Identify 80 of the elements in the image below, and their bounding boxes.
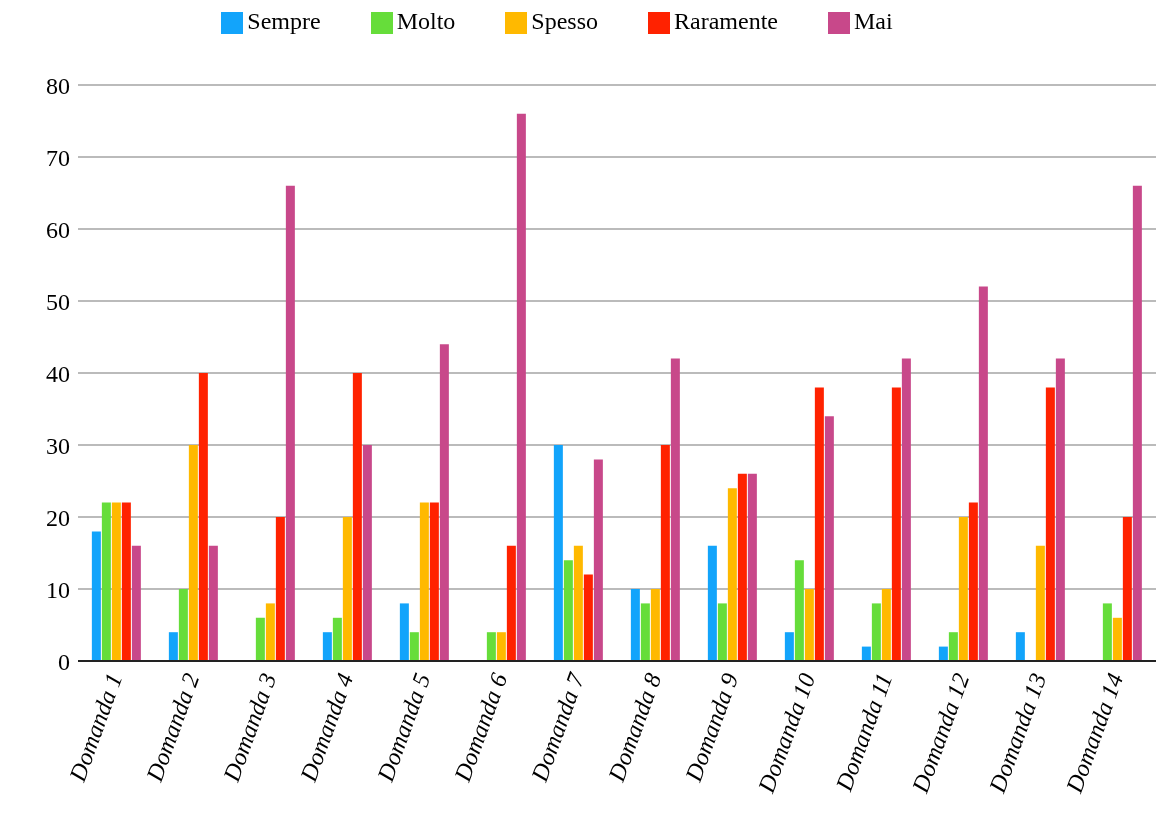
legend-label: Molto: [396, 8, 456, 34]
legend-label: Sempre: [247, 8, 321, 34]
bar: [573, 545, 583, 661]
bar: [1035, 545, 1045, 661]
bar: [660, 445, 670, 661]
bar: [958, 517, 968, 661]
bar: [968, 502, 978, 661]
bar: [429, 502, 439, 661]
bar: [640, 603, 650, 661]
bar: [178, 589, 188, 661]
bar: [121, 502, 131, 661]
bar: [352, 373, 362, 661]
bar: [111, 502, 121, 661]
bar: [861, 646, 871, 661]
bar: [516, 113, 526, 661]
bar: [727, 488, 737, 661]
y-tick-label: 10: [46, 576, 70, 603]
bar: [1045, 387, 1055, 661]
bar: [814, 387, 824, 661]
y-tick-label: 70: [46, 144, 70, 171]
bar: [332, 617, 342, 661]
bar: [1132, 185, 1142, 661]
bar: [285, 185, 295, 661]
bar: [322, 632, 332, 661]
bar: [593, 459, 603, 661]
bar: [188, 445, 198, 661]
bar: [131, 545, 141, 661]
legend-label: Spesso: [531, 8, 599, 34]
y-tick-label: 40: [46, 360, 70, 387]
bar: [168, 632, 178, 661]
bar: [399, 603, 409, 661]
bar: [901, 358, 911, 661]
bar: [198, 373, 208, 661]
bar: [891, 387, 901, 661]
bar: [1122, 517, 1132, 661]
bar: [824, 416, 834, 661]
bar: [1102, 603, 1112, 661]
bar: [101, 502, 111, 661]
bar: [563, 560, 573, 661]
bar: [362, 445, 372, 661]
bar: [439, 344, 449, 661]
y-tick-label: 60: [46, 216, 70, 243]
y-tick-label: 0: [58, 648, 70, 675]
bar: [486, 632, 496, 661]
bar: [496, 632, 506, 661]
bar: [978, 286, 988, 661]
y-tick-label: 50: [46, 288, 70, 315]
bar: [342, 517, 352, 661]
bar: [784, 632, 794, 661]
bar: [553, 445, 563, 661]
bar: [265, 603, 275, 661]
bar: [881, 589, 891, 661]
bar: [707, 545, 717, 661]
bar: [506, 545, 516, 661]
legend-label: Raramente: [674, 8, 778, 34]
bar: [275, 517, 285, 661]
bar: [91, 531, 101, 661]
y-tick-label: 80: [46, 72, 70, 99]
bar: [255, 617, 265, 661]
bar: [794, 560, 804, 661]
bar: [583, 574, 593, 661]
bar: [948, 632, 958, 661]
bar: [670, 358, 680, 661]
bar: [737, 473, 747, 661]
legend-label: Mai: [853, 8, 893, 34]
y-tick-label: 30: [46, 432, 70, 459]
bar: [650, 589, 660, 661]
bar: [208, 545, 218, 661]
bar: [409, 632, 419, 661]
bar: [747, 473, 757, 661]
bar: [871, 603, 881, 661]
bar: [419, 502, 429, 661]
bar: [1112, 617, 1122, 661]
bar: [1015, 632, 1025, 661]
bar: [1055, 358, 1065, 661]
bar: [630, 589, 640, 661]
bar: [804, 589, 814, 661]
bar: [938, 646, 948, 661]
y-tick-label: 20: [46, 504, 70, 531]
bar: [717, 603, 727, 661]
